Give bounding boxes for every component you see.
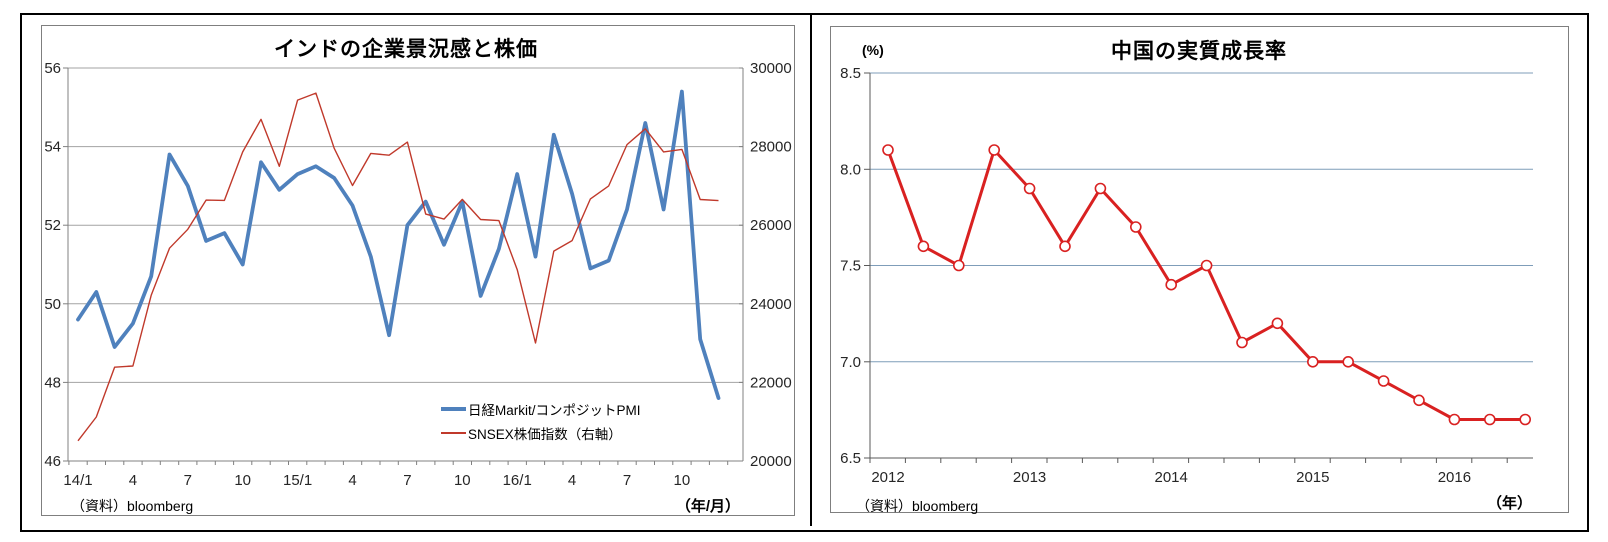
y-axis-tick-label: 8.0 <box>840 161 861 178</box>
left-axis-tick-label: 54 <box>44 139 61 156</box>
gdp-data-point-marker <box>1377 375 1390 387</box>
gdp-data-point-marker <box>1200 259 1213 272</box>
legend-label-sensex: SNSEX株価指数（右軸） <box>468 427 622 442</box>
china-chart-title: 中国の実質成長率 <box>1111 40 1287 63</box>
x-axis-tick-label: 2013 <box>1013 469 1046 486</box>
pmi-series-line <box>76 89 721 401</box>
sensex-series-line <box>77 92 719 442</box>
china-xaxis-unit: （年） <box>1486 495 1532 512</box>
legend-entry-sensex: SNSEX株価指数（右軸） <box>441 425 701 442</box>
sensex-line-swatch <box>441 432 466 434</box>
india-chart-title: インドの企業景況感と株価 <box>274 38 538 61</box>
x-axis-tick-label: 10 <box>674 472 691 489</box>
y-axis-tick-label: 8.5 <box>840 65 861 82</box>
right-axis-tick-label: 22000 <box>750 374 792 391</box>
pmi-line-swatch <box>441 407 466 411</box>
left-axis-tick-label: 56 <box>44 60 61 77</box>
x-axis-tick-label: 15/1 <box>283 472 312 489</box>
india-xaxis-unit: （年/月） <box>675 498 740 515</box>
x-axis-tick-label: 4 <box>568 472 576 489</box>
right-axis-tick-label: 24000 <box>750 296 792 313</box>
gdp-data-point-marker <box>1023 182 1036 195</box>
right-axis-tick-label: 28000 <box>750 139 792 156</box>
left-axis-tick-label: 50 <box>44 296 61 313</box>
gdp-data-point-marker <box>1306 355 1319 368</box>
gdp-data-point-marker <box>1342 355 1355 368</box>
x-axis-tick-label: 2016 <box>1438 469 1471 486</box>
x-axis-tick-label: 10 <box>454 472 471 489</box>
gdp-data-point-marker <box>1483 413 1496 426</box>
gdp-data-point-marker <box>953 259 965 272</box>
legend-entry-pmi: 日経Markit/コンポジットPMI <box>441 401 701 418</box>
china-source-note: （資料）bloomberg <box>856 498 979 514</box>
left-axis-tick-label: 48 <box>44 374 61 391</box>
charts-outer-border <box>20 13 1589 532</box>
y-axis-tick-label: 7.5 <box>840 258 861 275</box>
gdp-data-point-marker <box>1129 221 1142 233</box>
china-chart-frame <box>830 26 1569 513</box>
x-axis-tick-label: 2012 <box>871 469 904 486</box>
left-axis-tick-label: 52 <box>44 217 61 234</box>
x-axis-tick-label: 4 <box>348 472 356 489</box>
panel-divider <box>810 15 812 526</box>
right-axis-tick-label: 20000 <box>750 453 792 470</box>
x-axis-tick-label: 10 <box>234 472 251 489</box>
india-chart-frame <box>41 25 795 516</box>
gdp-data-point-marker <box>1165 278 1178 291</box>
x-axis-tick-label: 2015 <box>1296 469 1329 486</box>
china-chart-plot: 6.5 7.0 7.5 8.0 8.5 2012 2013 2014 2015 2016 <box>840 65 1533 486</box>
india-source-note: （資料）bloomberg <box>71 498 194 514</box>
gdp-data-point-marker <box>1271 317 1284 330</box>
gdp-data-point-marker <box>1448 413 1461 426</box>
x-axis-tick-label: 16/1 <box>503 472 532 489</box>
x-axis-tick-label: 7 <box>623 472 631 489</box>
x-axis-tick-label: 4 <box>129 472 137 489</box>
gdp-data-point-marker <box>988 144 1000 156</box>
y-axis-tick-label: 7.0 <box>840 354 861 371</box>
china-yaxis-unit: (%) <box>862 42 884 58</box>
gdp-data-point-marker <box>1059 240 1071 253</box>
x-axis-tick-label: 7 <box>184 472 192 489</box>
india-chart-plot: 46 48 50 52 54 56 20000 22000 24000 26000 28000 300… <box>44 60 792 489</box>
gdp-data-point-marker <box>1519 413 1532 426</box>
gdp-data-point-marker <box>917 240 930 253</box>
x-axis-tick-label: 2014 <box>1155 469 1188 486</box>
gdp-data-point-marker <box>1413 394 1425 407</box>
gdp-data-point-marker <box>1094 182 1107 195</box>
gdp-data-point-marker <box>882 144 894 156</box>
legend-label-pmi: 日経Markit/コンポジットPMI <box>468 403 641 418</box>
gdp-data-point-marker <box>1236 336 1248 349</box>
x-axis-tick-label: 14/1 <box>63 472 92 489</box>
left-axis-tick-label: 46 <box>44 453 61 470</box>
right-axis-tick-label: 26000 <box>750 217 792 234</box>
y-axis-tick-label: 6.5 <box>840 450 861 467</box>
x-axis-tick-label: 7 <box>403 472 411 489</box>
right-axis-tick-label: 30000 <box>750 60 792 77</box>
gdp-series-line <box>886 148 1526 421</box>
